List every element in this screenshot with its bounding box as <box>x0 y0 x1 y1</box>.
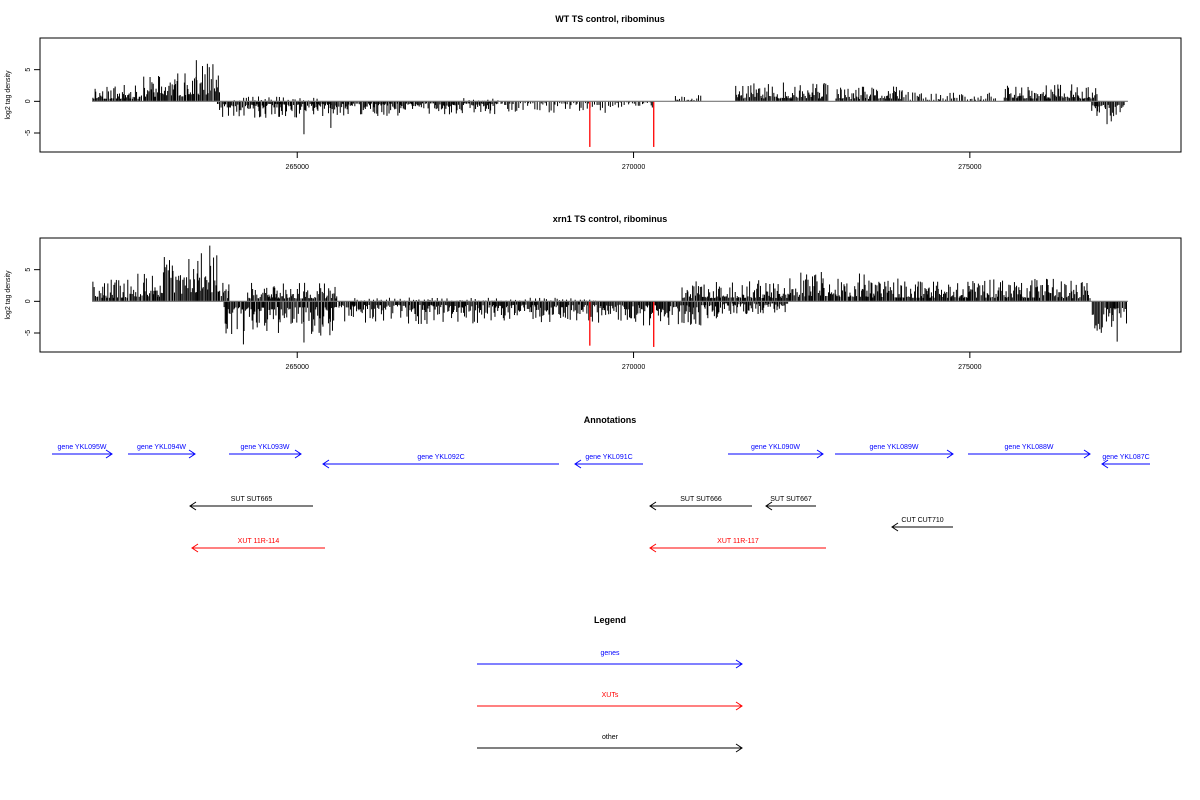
arrow-head <box>946 449 954 459</box>
y-tick-label: -5 <box>25 330 32 336</box>
arrow-head <box>1101 459 1109 469</box>
x-tick-label: 270000 <box>622 164 645 171</box>
annotation-label: gene YKL091C <box>585 454 632 461</box>
legend-title: Legend <box>594 615 626 625</box>
arrow-head <box>188 449 196 459</box>
annotation-label: SUT SUT667 <box>770 496 812 503</box>
panel-xrn1-title: xrn1 TS control, ribominus <box>553 214 668 224</box>
x-tick-label: 270000 <box>622 364 645 371</box>
y-tick-label: 0 <box>25 99 32 103</box>
annotation-label: gene YKL094W <box>137 444 186 451</box>
arrow-head <box>189 501 197 511</box>
x-tick-label: 275000 <box>958 364 981 371</box>
arrow-head <box>574 459 582 469</box>
y-tick-label: 5 <box>25 68 32 72</box>
annotation-feature: SUT SUT667 <box>765 496 816 511</box>
y-tick-label: -5 <box>25 130 32 136</box>
legend-panel: Legend genes XUTs other <box>477 615 743 753</box>
annotation-label: CUT CUT710 <box>901 517 943 524</box>
annotation-feature: gene YKL092C <box>322 454 559 469</box>
y-tick-label: 5 <box>25 268 32 272</box>
annotation-feature: SUT SUT666 <box>649 496 752 511</box>
legend-entry: XUTs <box>477 692 743 711</box>
legend-label: genes <box>600 650 620 657</box>
annotation-label: SUT SUT666 <box>680 496 722 503</box>
arrow-head <box>816 449 824 459</box>
arrow-head <box>191 543 199 553</box>
arrow-head <box>735 743 743 753</box>
panel-xrn1-bars <box>92 245 1128 347</box>
annotation-feature: CUT CUT710 <box>891 517 953 532</box>
annotation-label: gene YKL089W <box>870 444 919 451</box>
annotation-feature: gene YKL090W <box>728 444 824 459</box>
panel-wt-axes: -5 0 5 265000 270000 275000 <box>25 68 1128 171</box>
annotation-label: gene YKL095W <box>58 444 107 451</box>
annotation-label: gene YKL092C <box>417 454 464 461</box>
annotation-label: SUT SUT665 <box>231 496 273 503</box>
annotation-tracks: gene YKL095W gene YKL094W gene YKL093W gene… <box>52 444 1150 553</box>
legend-label: XUTs <box>602 692 619 699</box>
annotation-feature: gene YKL087C <box>1101 454 1150 469</box>
annotations-title: Annotations <box>584 415 637 425</box>
annotation-feature: gene YKL089W <box>835 444 954 459</box>
annotation-label: XUT 11R-114 <box>238 538 280 545</box>
annotation-label: XUT 11R-117 <box>717 538 759 545</box>
panel-xrn1-axes: -5 0 5 265000 270000 275000 <box>25 268 1128 371</box>
y-tick-label: 0 <box>25 299 32 303</box>
panel-wt-title: WT TS control, ribominus <box>555 14 665 24</box>
arrow-head <box>1083 449 1091 459</box>
annotation-feature: gene YKL095W <box>52 444 113 459</box>
annotation-feature: gene YKL093W <box>229 444 302 459</box>
legend-label: other <box>602 734 619 741</box>
annotation-feature: gene YKL094W <box>128 444 196 459</box>
annotation-label: gene YKL088W <box>1005 444 1054 451</box>
annotations-panel: Annotations gene YKL095W gene YKL094W gene… <box>52 415 1150 553</box>
annotation-feature: XUT 11R-114 <box>191 538 325 553</box>
annotation-label: gene YKL090W <box>751 444 800 451</box>
x-tick-label: 265000 <box>286 164 309 171</box>
annotation-feature: gene YKL088W <box>968 444 1091 459</box>
arrow-head <box>735 701 743 711</box>
arrow-head <box>649 543 657 553</box>
arrow-head <box>765 501 773 511</box>
annotation-feature: XUT 11R-117 <box>649 538 826 553</box>
x-tick-label: 275000 <box>958 164 981 171</box>
arrow-head <box>649 501 657 511</box>
annotation-label: gene YKL087C <box>1102 454 1149 461</box>
x-tick-label: 265000 <box>286 364 309 371</box>
legend-entry: genes <box>477 650 743 669</box>
annotation-label: gene YKL093W <box>241 444 290 451</box>
arrow-head <box>322 459 330 469</box>
annotation-feature: gene YKL091C <box>574 454 643 469</box>
arrow-head <box>891 522 899 532</box>
arrow-head <box>105 449 113 459</box>
legend-entry: other <box>477 734 743 753</box>
legend-entries: genes XUTs other <box>477 650 743 753</box>
panel-wt: WT TS control, ribominus log2 tag densit… <box>5 14 1182 171</box>
arrow-head <box>294 449 302 459</box>
panel-xrn1: xrn1 TS control, ribominus log2 tag dens… <box>5 214 1182 371</box>
arrow-head <box>735 659 743 669</box>
panel-xrn1-ylabel: log2 tag density <box>5 270 12 320</box>
panel-wt-ylabel: log2 tag density <box>5 70 12 120</box>
panel-wt-bars <box>92 60 1125 147</box>
annotation-feature: SUT SUT665 <box>189 496 313 511</box>
